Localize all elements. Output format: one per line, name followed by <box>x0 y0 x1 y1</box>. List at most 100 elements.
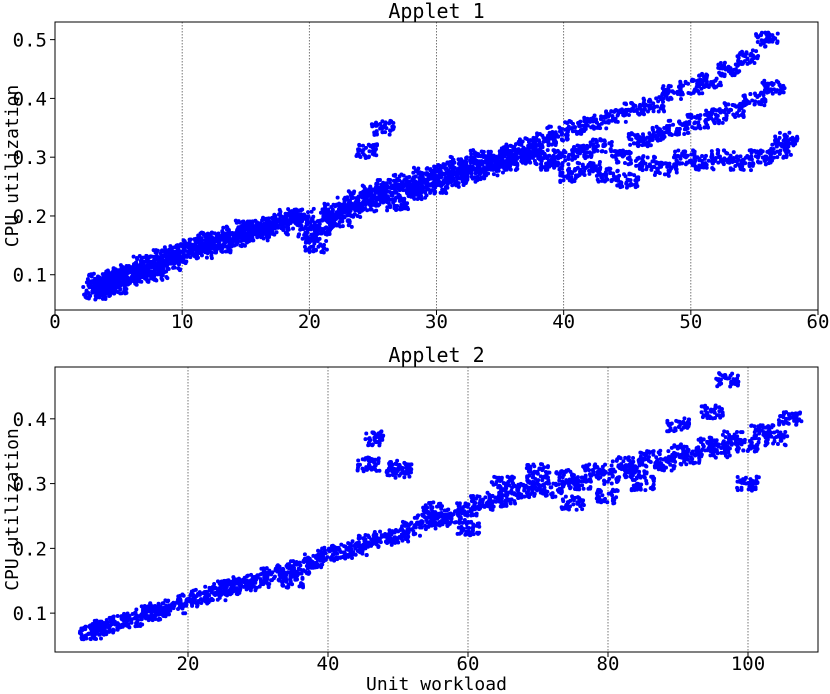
data-point <box>164 258 169 263</box>
data-point <box>312 226 317 231</box>
data-point <box>464 156 469 161</box>
data-point <box>626 107 631 112</box>
data-point <box>153 277 158 282</box>
data-point <box>363 153 368 158</box>
data-point <box>578 167 583 172</box>
data-point <box>731 112 736 117</box>
data-point <box>784 150 789 155</box>
data-point <box>557 125 562 130</box>
data-point <box>290 217 295 222</box>
data-point <box>105 630 110 635</box>
data-point <box>645 109 650 114</box>
data-point <box>623 119 628 124</box>
data-point <box>565 168 570 173</box>
data-point <box>381 194 386 199</box>
data-point <box>383 130 388 135</box>
data-point <box>641 154 646 159</box>
data-point <box>726 66 731 71</box>
data-point <box>709 154 714 159</box>
data-point <box>577 161 582 166</box>
data-point <box>355 200 360 205</box>
y-tick-label: 0.5 <box>13 30 47 52</box>
data-point <box>165 263 170 268</box>
data-point <box>548 132 553 137</box>
data-point <box>748 168 753 173</box>
data-point <box>746 100 751 105</box>
data-point <box>450 183 455 188</box>
data-point <box>139 261 144 266</box>
data-point <box>691 79 696 84</box>
data-point <box>407 184 412 189</box>
data-point <box>93 293 98 298</box>
data-point <box>668 118 673 123</box>
data-point <box>245 237 250 242</box>
data-point <box>102 294 107 299</box>
data-point <box>232 235 237 240</box>
data-point <box>481 155 486 160</box>
data-point <box>742 99 747 104</box>
data-point <box>152 254 157 259</box>
data-point <box>146 278 151 283</box>
data-point <box>648 103 653 108</box>
data-point <box>757 100 762 105</box>
data-point <box>609 118 614 123</box>
data-point <box>528 154 533 159</box>
data-point <box>230 243 235 248</box>
data-point <box>89 280 94 285</box>
data-point <box>319 231 324 236</box>
data-point <box>570 125 575 130</box>
data-point <box>738 166 743 171</box>
data-point <box>384 126 389 131</box>
data-point <box>706 158 711 163</box>
data-point <box>246 229 251 234</box>
data-point <box>754 33 759 38</box>
data-point <box>777 130 782 135</box>
data-point <box>720 66 725 71</box>
data-point <box>131 254 136 259</box>
data-point <box>552 148 557 153</box>
data-point <box>320 249 325 254</box>
data-point <box>419 172 424 177</box>
data-point <box>237 235 242 240</box>
data-point <box>521 149 526 154</box>
data-point <box>401 181 406 186</box>
data-point <box>570 148 575 153</box>
data-point <box>608 166 613 171</box>
data-point <box>689 152 694 157</box>
data-point <box>312 241 317 246</box>
data-point <box>286 207 291 212</box>
data-point <box>619 149 624 154</box>
data-point <box>173 254 178 259</box>
data-point <box>488 152 493 157</box>
data-point <box>737 108 742 113</box>
data-point <box>573 129 578 134</box>
data-point <box>491 172 496 177</box>
data-point <box>750 48 755 53</box>
data-point <box>731 150 736 155</box>
data-point <box>342 196 347 201</box>
data-point <box>347 218 352 223</box>
data-point <box>781 83 786 88</box>
data-point <box>681 149 686 154</box>
data-point <box>87 272 92 277</box>
data-point <box>314 248 319 253</box>
data-point <box>566 156 571 161</box>
data-point <box>775 40 780 45</box>
data-point <box>367 193 372 198</box>
data-point <box>458 163 463 168</box>
data-point <box>112 270 117 275</box>
data-point <box>783 132 788 137</box>
data-point <box>470 157 475 162</box>
data-point <box>329 204 334 209</box>
data-point <box>307 249 312 254</box>
data-point <box>266 228 271 233</box>
data-point <box>635 136 640 141</box>
data-point <box>517 137 522 142</box>
data-point <box>126 280 131 285</box>
data-point <box>142 259 147 264</box>
data-point <box>672 162 677 167</box>
data-point <box>557 150 562 155</box>
data-point <box>169 254 174 259</box>
data-point <box>597 166 602 171</box>
x-tick-label: 50 <box>679 311 702 333</box>
